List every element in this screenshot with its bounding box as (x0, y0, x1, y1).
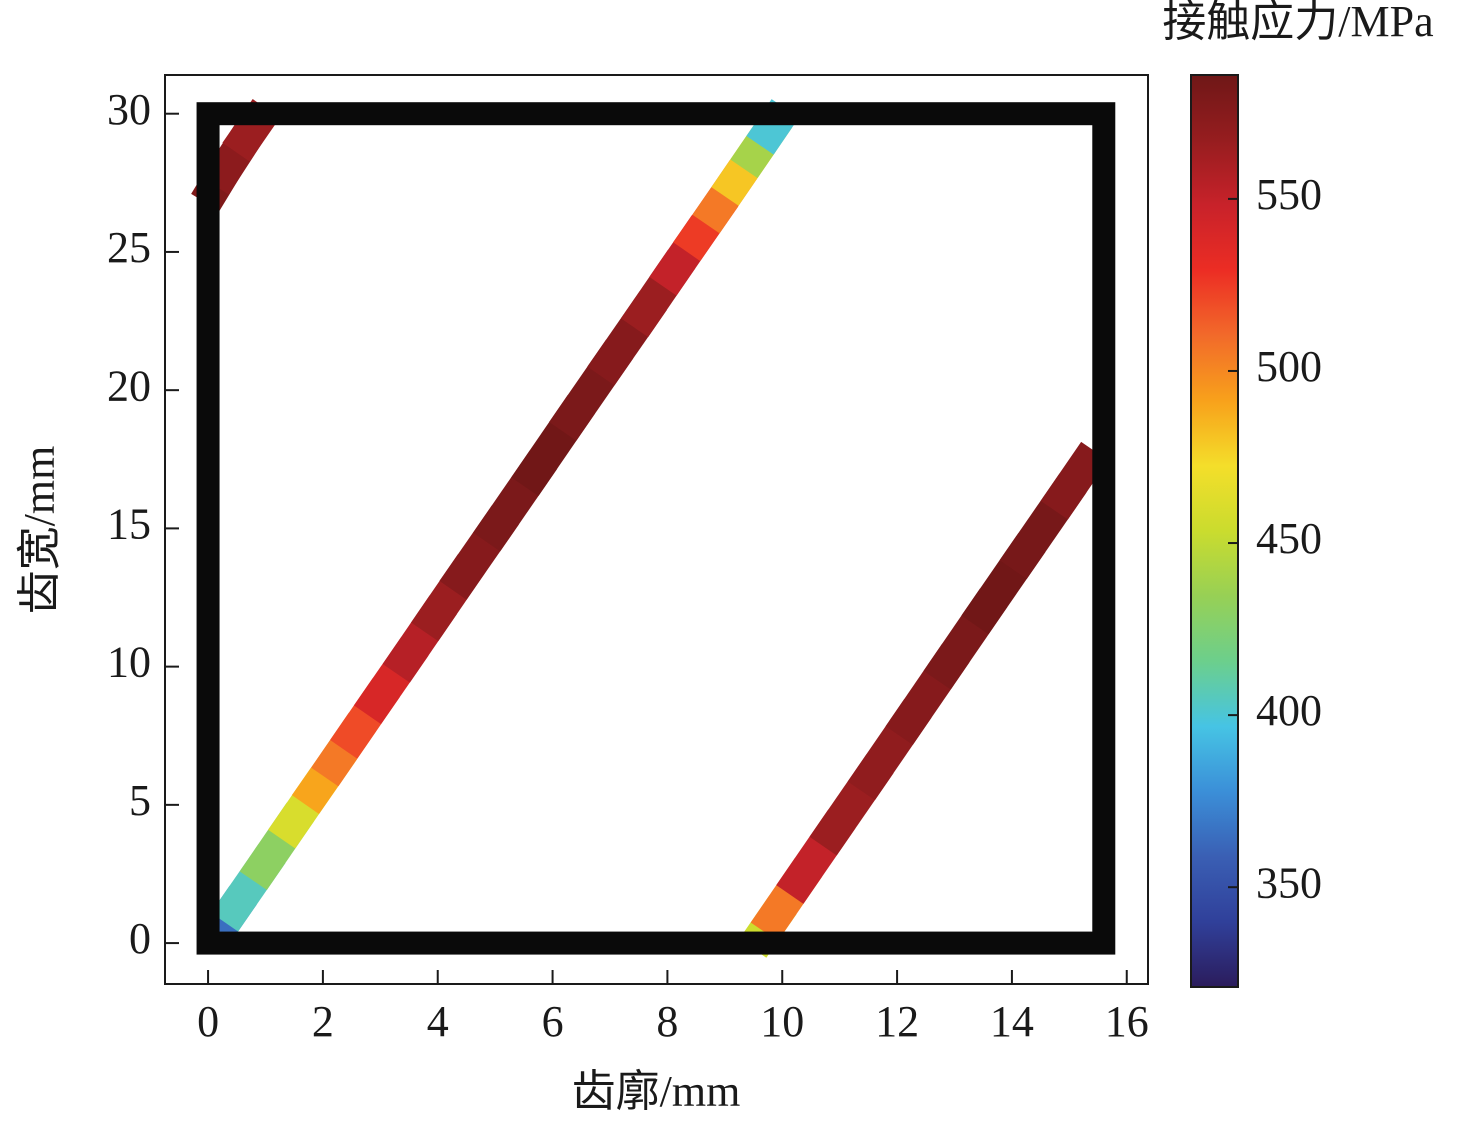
colorbar (1190, 74, 1239, 988)
x-tick-label: 8 (656, 997, 678, 1046)
colorbar-tick-label: 450 (1256, 514, 1322, 563)
y-tick-label: 0 (129, 914, 151, 963)
y-tick-label: 5 (129, 776, 151, 825)
colorbar-tick-label: 500 (1256, 342, 1322, 391)
y-axis-label: 齿宽/mm (15, 446, 64, 615)
colorbar-tick-label: 400 (1256, 686, 1322, 735)
y-tick-label: 25 (107, 223, 151, 272)
colorbar-label: 接触应力/MPa (1162, 0, 1433, 46)
x-axis-label: 齿廓/mm (572, 1067, 741, 1116)
plot-frame (164, 74, 1149, 985)
x-tick-label: 2 (312, 997, 334, 1046)
y-tick-label: 10 (107, 638, 151, 687)
y-tick-label: 30 (107, 85, 151, 134)
x-tick-label: 0 (197, 997, 219, 1046)
x-tick-label: 6 (542, 997, 564, 1046)
x-tick-label: 10 (760, 997, 804, 1046)
x-tick-label: 14 (990, 997, 1034, 1046)
x-tick-label: 16 (1105, 997, 1149, 1046)
colorbar-tick-label: 550 (1256, 170, 1322, 219)
x-tick-label: 12 (875, 997, 919, 1046)
tooth-boundary (196, 102, 1116, 955)
stress-segment (1040, 441, 1109, 520)
x-tick-label: 4 (427, 997, 449, 1046)
colorbar-tick-label: 350 (1256, 858, 1322, 907)
y-tick-label: 20 (107, 361, 151, 410)
y-tick-label: 15 (107, 499, 151, 548)
